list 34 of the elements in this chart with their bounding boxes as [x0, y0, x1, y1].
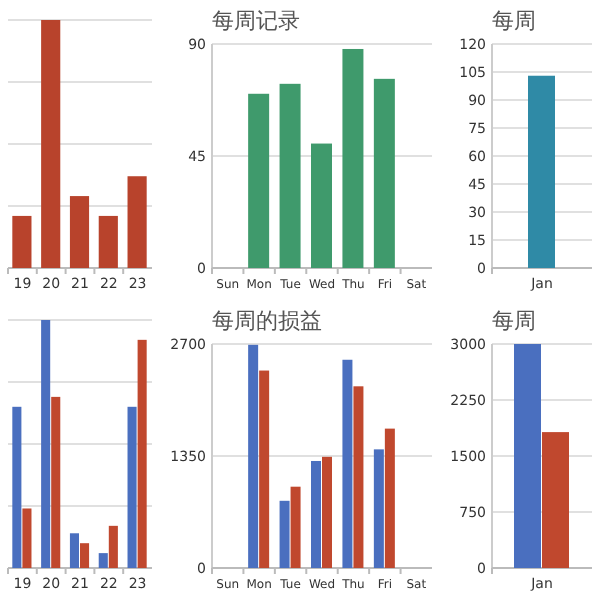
- bar: [51, 396, 61, 568]
- bar: [373, 78, 395, 268]
- chart-title: 每周记录: [212, 8, 300, 34]
- chart-title: 每周的损益: [212, 308, 322, 334]
- bar: [80, 543, 90, 568]
- bar: [311, 143, 332, 268]
- bar: [279, 83, 301, 268]
- chart-title: 每周: [492, 308, 536, 334]
- bar: [248, 344, 259, 568]
- bar: [384, 428, 395, 568]
- bar: [353, 386, 364, 568]
- bar: [137, 339, 147, 568]
- bar: [41, 20, 61, 268]
- bar: [373, 449, 384, 568]
- chart-title: 每周: [492, 8, 536, 34]
- bar: [41, 320, 51, 568]
- bar: [108, 525, 118, 568]
- bar: [69, 196, 90, 268]
- bar: [322, 456, 332, 568]
- bar: [69, 533, 79, 568]
- bar: [259, 370, 270, 568]
- bar: [127, 176, 147, 268]
- bar: [342, 359, 353, 568]
- bar: [98, 215, 118, 268]
- bar: [342, 48, 364, 268]
- bar: [279, 500, 290, 568]
- bar: [248, 93, 270, 268]
- bar: [290, 486, 301, 568]
- bar: [22, 508, 32, 568]
- bar: [12, 215, 32, 268]
- bar: [311, 460, 321, 568]
- bar: [98, 553, 108, 568]
- bar: [127, 406, 137, 568]
- bar: [12, 406, 22, 568]
